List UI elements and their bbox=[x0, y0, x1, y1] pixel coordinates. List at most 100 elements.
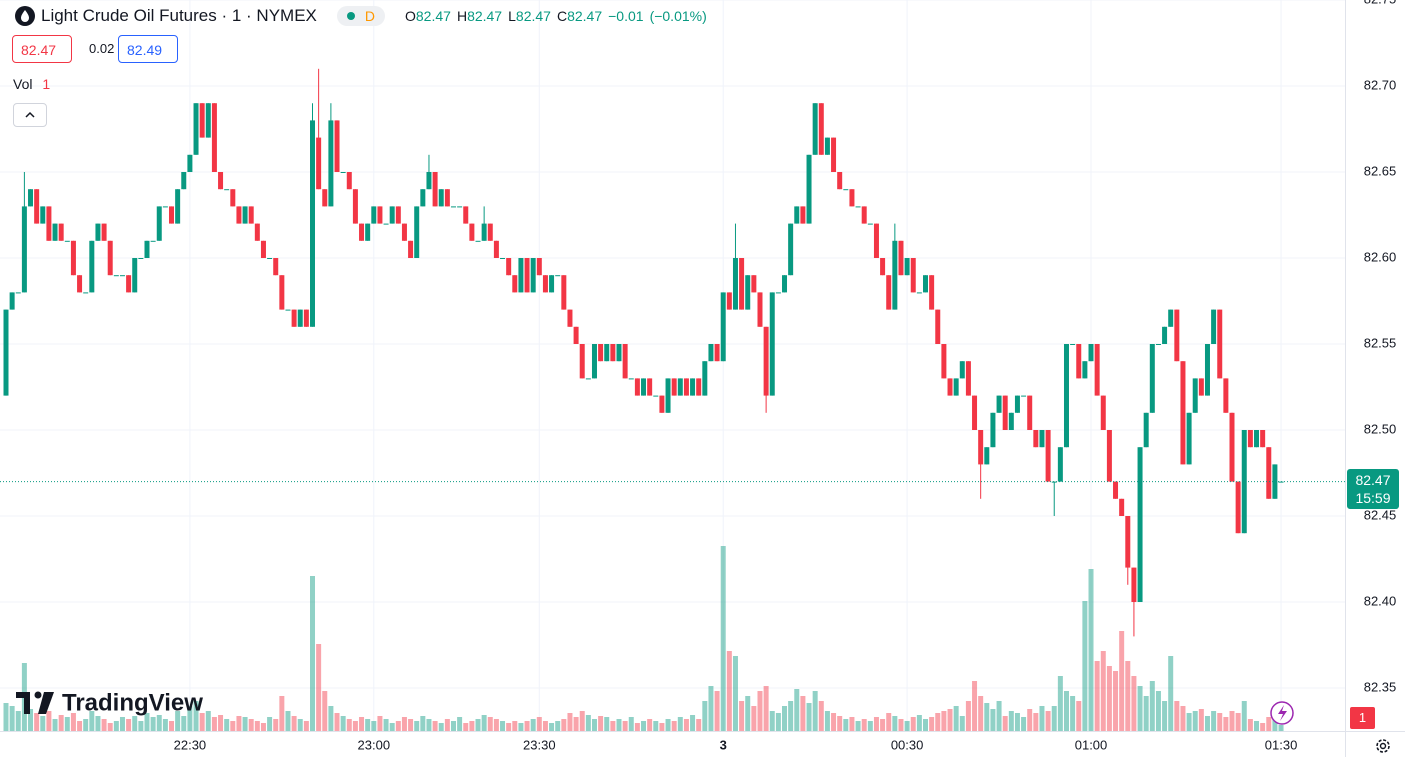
volume-bar bbox=[132, 716, 138, 731]
volume-bar bbox=[340, 716, 346, 731]
y-tick-label: 82.70 bbox=[1364, 77, 1397, 92]
volume-bar bbox=[175, 711, 181, 731]
volume-bar bbox=[622, 721, 628, 731]
candle-body bbox=[310, 120, 315, 327]
candle-body bbox=[1204, 344, 1210, 396]
volume-bar bbox=[224, 719, 230, 731]
candle-body bbox=[457, 206, 463, 208]
candle-body bbox=[855, 206, 861, 208]
volume-bar bbox=[959, 716, 965, 731]
candle-body bbox=[408, 240, 414, 258]
candle-body bbox=[46, 206, 52, 241]
volume-bar bbox=[677, 717, 683, 731]
volume-bar bbox=[567, 713, 573, 731]
volume-bar bbox=[1014, 713, 1020, 731]
symbol-title[interactable]: Light Crude Oil Futures · 1 · NYMEX bbox=[41, 6, 317, 25]
volume-bar bbox=[70, 713, 76, 731]
candle-body bbox=[359, 223, 365, 241]
volume-bar bbox=[1094, 661, 1100, 731]
volume-bar bbox=[126, 719, 132, 731]
candle-body bbox=[426, 172, 432, 190]
settings-button[interactable] bbox=[1376, 739, 1390, 753]
volume-bar bbox=[316, 644, 322, 731]
volume-bar bbox=[1162, 701, 1168, 731]
candle-body bbox=[199, 103, 205, 138]
candle-body bbox=[193, 103, 199, 155]
candle-body bbox=[616, 344, 622, 362]
candle-body bbox=[1186, 412, 1192, 465]
candle-body bbox=[861, 206, 867, 224]
sell-button[interactable]: 82.47 bbox=[12, 35, 72, 63]
candle-body bbox=[683, 378, 689, 396]
volume-bar bbox=[1247, 719, 1253, 731]
volume-bar bbox=[211, 717, 217, 731]
candle-body bbox=[1198, 378, 1204, 396]
volume-bar bbox=[1204, 716, 1210, 731]
volume-bar bbox=[861, 719, 867, 731]
candle-body bbox=[1149, 344, 1155, 413]
candle-body bbox=[1070, 344, 1076, 345]
collapse-button[interactable] bbox=[13, 103, 47, 127]
candle-body bbox=[438, 189, 444, 207]
volume-bar bbox=[138, 721, 144, 731]
candle-body bbox=[549, 275, 555, 293]
candle-body bbox=[812, 103, 818, 155]
candle-body bbox=[9, 292, 15, 310]
candle-body bbox=[947, 378, 953, 396]
candle-body bbox=[647, 378, 653, 396]
candle-body bbox=[818, 103, 824, 155]
volume-bar bbox=[89, 711, 95, 731]
volume-bar bbox=[426, 719, 432, 731]
open-value: 82.47 bbox=[415, 8, 451, 24]
candle-body bbox=[573, 326, 579, 344]
candle-body bbox=[512, 275, 518, 293]
volume-bar bbox=[52, 719, 58, 731]
volume-bar bbox=[377, 716, 383, 731]
low-label: L bbox=[508, 8, 516, 24]
candle-body bbox=[267, 258, 273, 259]
volume-bar bbox=[702, 701, 708, 731]
buy-button[interactable]: 82.49 bbox=[118, 35, 178, 63]
volume-bar bbox=[659, 723, 665, 731]
candle-body bbox=[365, 223, 371, 241]
candle-body bbox=[1106, 430, 1112, 482]
volume-bar bbox=[169, 721, 175, 731]
volume-bar bbox=[1063, 691, 1069, 731]
candle-body bbox=[242, 206, 248, 224]
candle-body bbox=[40, 206, 46, 224]
alerts-badge[interactable] bbox=[1350, 707, 1375, 729]
candle-body bbox=[506, 258, 512, 276]
volume-bar bbox=[1039, 706, 1045, 731]
candle-body bbox=[561, 275, 567, 310]
candle-body bbox=[291, 309, 297, 327]
candle-body bbox=[732, 258, 738, 310]
candle-body bbox=[95, 223, 101, 241]
volume-bar bbox=[696, 719, 702, 731]
candle-body bbox=[254, 223, 260, 241]
volume-bar bbox=[230, 721, 236, 731]
candle-body bbox=[867, 223, 873, 225]
candle-body bbox=[769, 292, 775, 396]
status-pill[interactable]: D bbox=[336, 6, 385, 26]
volume-bar bbox=[420, 716, 426, 731]
volume-bar bbox=[1033, 713, 1039, 731]
candle-body bbox=[138, 258, 144, 259]
volume-bar bbox=[610, 721, 616, 731]
candle-body bbox=[641, 378, 647, 396]
candle-body bbox=[1272, 464, 1278, 499]
candle-body bbox=[89, 240, 95, 293]
lightning-button[interactable] bbox=[1270, 701, 1294, 725]
volume-bar bbox=[788, 701, 794, 731]
volume-bar bbox=[690, 715, 696, 731]
candle-body bbox=[34, 189, 40, 224]
candle-body bbox=[1094, 344, 1100, 396]
volume-bar bbox=[107, 723, 113, 731]
candle-body bbox=[972, 395, 978, 430]
candle-body bbox=[696, 378, 702, 396]
candle-body bbox=[935, 309, 941, 344]
candle-body bbox=[1192, 378, 1198, 413]
candle-body bbox=[150, 240, 156, 242]
y-tick-label: 82.75 bbox=[1364, 0, 1397, 6]
candle-body bbox=[52, 223, 58, 241]
volume-bar bbox=[260, 723, 266, 731]
